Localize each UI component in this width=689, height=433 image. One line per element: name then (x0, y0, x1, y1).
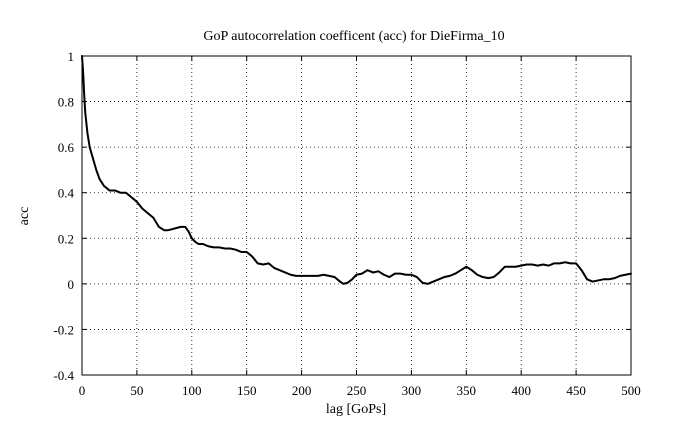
y-tick-label: -0.2 (53, 322, 74, 337)
chart-grid (81, 55, 632, 376)
y-tick-label: 0 (68, 277, 75, 292)
chart-tick-labels: 0 50 100 150 200 250 300 350 400 450 500 -0.4 -0.2 0 0… (53, 49, 640, 398)
plot-frame (81, 55, 632, 376)
chart-title: GoP autocorrelation coefficent (acc) for… (203, 29, 504, 44)
y-tick-label: 0.4 (58, 186, 75, 201)
y-axis-label: acc (17, 207, 32, 226)
x-tick-label: 450 (566, 383, 586, 398)
y-tick-label: -0.4 (53, 368, 74, 383)
x-axis-label: lag [GoPs] (326, 402, 386, 417)
x-tick-label: 350 (457, 383, 477, 398)
x-tick-label: 100 (182, 383, 202, 398)
y-tick-label: 0.6 (58, 140, 75, 155)
x-tick-label: 200 (292, 383, 312, 398)
x-tick-label: 300 (402, 383, 422, 398)
x-tick-label: 0 (79, 383, 86, 398)
x-tick-label: 150 (237, 383, 257, 398)
x-tick-label: 50 (130, 383, 143, 398)
x-tick-label: 250 (347, 383, 367, 398)
y-tick-label: 0.2 (58, 231, 74, 246)
acc-series-line (81, 55, 632, 285)
series-layer (81, 55, 632, 285)
x-tick-label: 500 (621, 383, 641, 398)
y-tick-label: 0.8 (58, 95, 74, 110)
x-tick-label: 400 (511, 383, 531, 398)
chart-ticks (81, 55, 632, 376)
y-tick-label: 1 (68, 49, 75, 64)
